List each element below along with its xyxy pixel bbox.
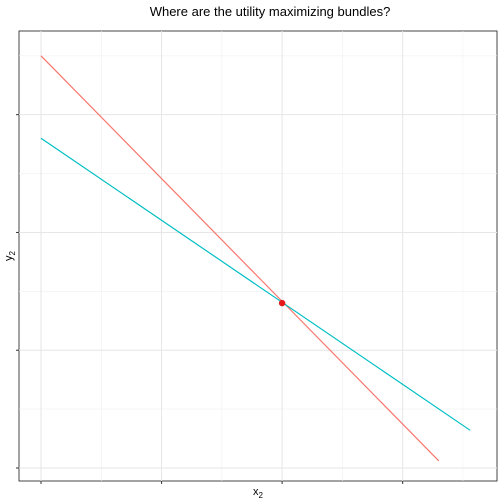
x-axis-label-subscript: 2 bbox=[259, 491, 264, 500]
series-line-2 bbox=[40, 137, 471, 431]
points bbox=[278, 299, 286, 307]
x-axis-label: x2 bbox=[253, 486, 264, 500]
series-lines bbox=[40, 55, 471, 462]
y-axis-label-subscript: 2 bbox=[8, 250, 17, 255]
grid-major bbox=[19, 31, 497, 481]
y-axis-label: y2 bbox=[3, 250, 17, 261]
series-line-1 bbox=[40, 55, 440, 462]
x-axis-label-main: x bbox=[253, 486, 259, 498]
y-axis-label-main: y bbox=[3, 255, 15, 261]
grid-minor bbox=[19, 31, 497, 481]
panel-border bbox=[18, 30, 498, 482]
axis-ticks bbox=[16, 114, 404, 484]
plot-panel bbox=[16, 30, 498, 484]
chart-title: Where are the utility maximizing bundles… bbox=[150, 4, 391, 19]
optimal-bundle-point bbox=[278, 299, 286, 307]
